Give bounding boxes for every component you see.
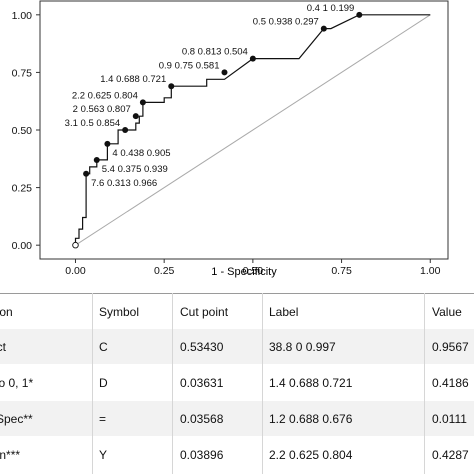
cutpoint-table: erion Symbol Cut point Label Value rect … [0,293,474,474]
header-value: Value [432,305,462,319]
header-cut-point: Cut point [180,305,229,319]
y-tick-label: 0.25 [12,183,33,195]
table-row: den*** Y 0.03896 2.2 0.625 0.804 0.4287 [0,437,474,472]
cell-value: 0.4287 [432,448,469,462]
column-divider [262,293,263,474]
cell-label: 38.8 0 0.997 [269,340,336,354]
plot-frame [39,0,449,260]
y-axis: 0.00 0.25 0.50 0.75 1.00 [12,10,40,252]
y-tick-label: 1.00 [12,10,33,22]
table-row: s-Spec** = 0.03568 1.2 0.688 0.676 0.011… [0,401,474,436]
point-label: 1.4 0.688 0.721 [100,74,166,85]
roc-point [122,127,129,133]
cutpoint-marker [72,241,79,249]
point-label: 4 0.438 0.905 [112,148,170,159]
cell-symbol: = [99,412,107,426]
table-row: rect C 0.53430 38.8 0 0.997 0.9567 [0,329,474,364]
cell-cut-point: 0.53430 [180,340,224,354]
cell-label: 1.2 0.688 0.676 [269,412,353,426]
y-tick-label: 0.75 [12,67,33,79]
x-tick-label: 0.25 [154,265,175,277]
point-label: 0.9 0.75 0.581 [159,60,220,71]
cell-cut-point: 0.03896 [180,448,224,462]
column-divider [424,293,425,474]
column-divider [172,293,173,474]
cell-label: 2.2 0.625 0.804 [269,448,353,462]
x-tick-label: 0.75 [331,265,352,277]
roc-point [356,11,363,18]
roc-point [139,99,146,106]
cell-symbol: D [99,376,108,390]
point-label: 2 0.563 0.807 [73,104,131,115]
reference-diagonal [75,14,431,246]
header-symbol: Symbol [99,305,140,319]
header-label: Label [269,305,299,319]
cell-value: 0.4186 [432,376,469,390]
cell-criterion: rect [0,340,7,354]
roc-point [104,140,111,147]
cell-criterion: s-Spec** [0,412,33,426]
roc-point [93,156,100,163]
roc-point [132,113,139,120]
roc-point [168,83,175,90]
roc-points: 7.6 0.313 0.966 5.4 0.375 0.939 4 0.438 0.… [65,3,363,249]
table-row: : To 0, 1* D 0.03631 1.4 0.688 0.721 0.4… [0,365,474,400]
table-header-row: erion Symbol Cut point Label Value [0,293,474,330]
roc-point [249,55,256,62]
cell-value: 0.0111 [432,412,467,426]
roc-point [320,25,327,32]
roc-chart: 0.00 0.25 0.50 0.75 1.00 0.00 0.25 0.50 0.75 1.0… [12,0,449,278]
cell-label: 1.4 0.688 0.721 [269,376,353,390]
y-tick-label: 0.00 [12,240,33,252]
point-label: 0.8 0.813 0.504 [182,47,248,58]
cell-cut-point: 0.03631 [180,376,224,390]
cell-symbol: Y [99,448,108,462]
x-tick-label: 0.00 [65,265,86,277]
point-label: 5.4 0.375 0.939 [102,164,168,175]
point-label: 2.2 0.625 0.804 [72,90,138,101]
point-label: 7.6 0.313 0.966 [91,178,157,189]
column-divider [92,293,93,474]
cell-cut-point: 0.03568 [180,412,224,426]
roc-point [221,69,228,76]
x-tick-label: 1.00 [420,265,441,277]
cell-criterion: : To 0, 1* [0,376,34,390]
point-label: 3.1 0.5 0.854 [65,118,120,129]
header-criterion: erion [0,305,13,319]
cell-value: 0.9567 [432,340,469,354]
cell-symbol: C [99,340,108,354]
point-label: 0.5 0.938 0.297 [253,17,319,28]
y-tick-label: 0.50 [12,125,33,137]
x-tick-label: 0.50 [243,265,264,277]
point-label: 0.4 1 0.199 [307,3,355,14]
x-axis-label: 1 - Specificity [211,266,277,278]
x-axis: 0.00 0.25 0.50 0.75 1.00 [65,259,441,277]
roc-point [83,170,90,177]
cell-criterion: den*** [0,448,21,462]
